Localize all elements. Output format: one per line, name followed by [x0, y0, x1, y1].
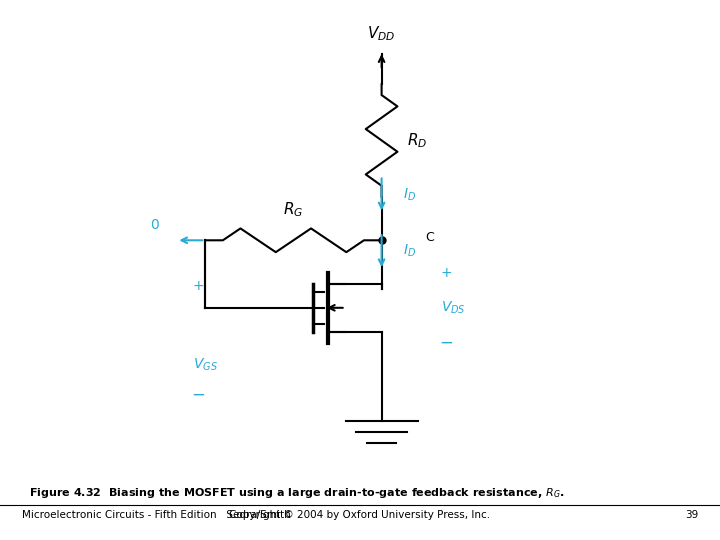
Text: −: −: [191, 385, 205, 403]
Text: $V_{GS}$: $V_{GS}$: [193, 356, 217, 373]
Text: C: C: [425, 231, 433, 244]
Text: 39: 39: [685, 510, 698, 521]
Text: $R_G$: $R_G$: [283, 200, 304, 219]
Text: $R_D$: $R_D$: [407, 131, 427, 150]
Text: $I_D$: $I_D$: [403, 186, 416, 202]
Text: $I_D$: $I_D$: [403, 243, 416, 259]
Text: +: +: [441, 266, 452, 280]
Text: Figure 4.32  Biasing the MOSFET using a large drain-to-gate feedback resistance,: Figure 4.32 Biasing the MOSFET using a l…: [29, 486, 564, 500]
Text: $V_{DS}$: $V_{DS}$: [441, 300, 466, 316]
Text: 0: 0: [150, 218, 159, 232]
Text: +: +: [192, 279, 204, 293]
Text: −: −: [439, 334, 454, 352]
Text: $V_{DD}$: $V_{DD}$: [367, 24, 396, 43]
Text: Copyright © 2004 by Oxford University Press, Inc.: Copyright © 2004 by Oxford University Pr…: [230, 510, 490, 521]
Text: Microelectronic Circuits - Fifth Edition   Sedra/Smith: Microelectronic Circuits - Fifth Edition…: [22, 510, 290, 521]
